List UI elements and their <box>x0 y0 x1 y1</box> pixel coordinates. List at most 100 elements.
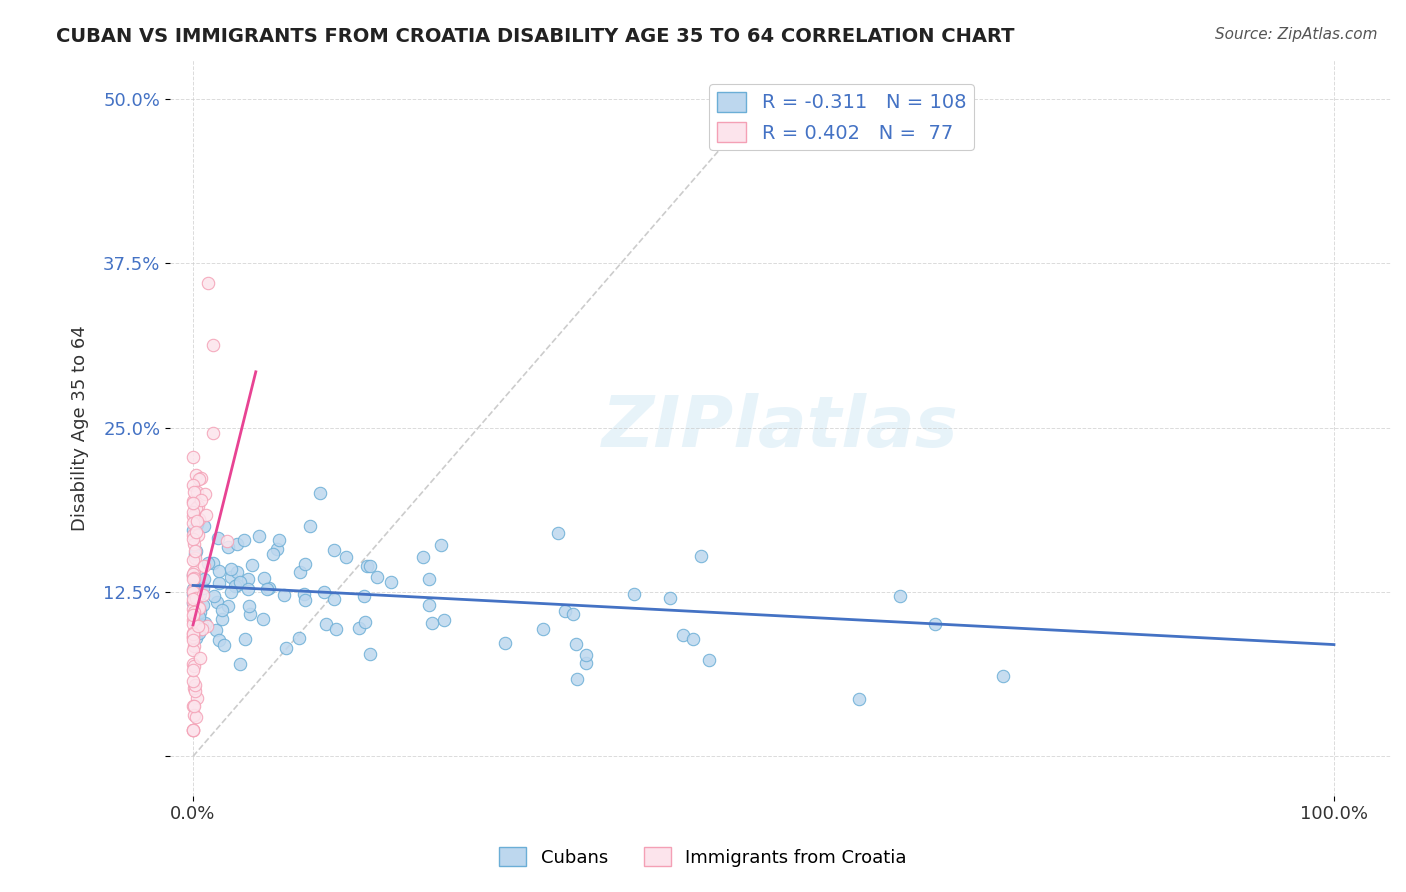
Point <box>181 528 204 542</box>
Point <box>294 558 316 572</box>
Point <box>217 599 239 613</box>
Point <box>239 607 262 621</box>
Point <box>325 623 347 637</box>
Point <box>181 630 204 644</box>
Point <box>183 484 205 499</box>
Point <box>354 615 377 630</box>
Point <box>183 537 205 551</box>
Point <box>191 598 214 612</box>
Point <box>353 589 375 603</box>
Point <box>201 425 224 440</box>
Point <box>184 591 207 605</box>
Point <box>252 611 274 625</box>
Point <box>184 544 207 558</box>
Point <box>181 663 204 677</box>
Point <box>181 496 204 510</box>
Point <box>187 618 209 632</box>
Point <box>183 587 205 601</box>
Point <box>269 533 291 548</box>
Point <box>184 501 207 516</box>
Point <box>494 635 516 649</box>
Point <box>256 582 278 597</box>
Point <box>181 625 204 640</box>
Point <box>253 571 276 585</box>
Point <box>186 485 208 500</box>
Point <box>202 557 225 571</box>
Point <box>193 559 215 574</box>
Point <box>575 648 598 663</box>
Legend: R = -0.311   N = 108, R = 0.402   N =  77: R = -0.311 N = 108, R = 0.402 N = 77 <box>709 84 974 151</box>
Point <box>433 613 456 627</box>
Point <box>211 603 233 617</box>
Point <box>183 572 205 586</box>
Point <box>682 632 704 646</box>
Point <box>889 589 911 603</box>
Point <box>228 574 250 589</box>
Point <box>219 570 242 584</box>
Point <box>181 582 204 596</box>
Point <box>236 572 259 586</box>
Point <box>204 624 226 638</box>
Point <box>181 477 204 491</box>
Point <box>181 582 204 597</box>
Point <box>193 616 215 631</box>
Point <box>299 518 322 533</box>
Y-axis label: Disability Age 35 to 64: Disability Age 35 to 64 <box>72 325 89 531</box>
Point <box>191 622 214 636</box>
Point <box>187 599 209 614</box>
Point <box>181 584 204 599</box>
Point <box>219 585 242 599</box>
Point <box>186 525 208 540</box>
Point <box>183 450 205 464</box>
Point <box>322 591 344 606</box>
Point <box>359 558 381 573</box>
Point <box>183 632 205 647</box>
Point <box>208 632 231 647</box>
Point <box>672 628 695 642</box>
Point <box>226 536 249 550</box>
Point <box>181 723 204 737</box>
Point <box>187 500 209 514</box>
Point <box>188 650 211 665</box>
Point <box>181 569 204 583</box>
Point <box>848 692 870 706</box>
Point <box>183 617 205 632</box>
Point <box>183 658 205 673</box>
Point <box>183 639 205 653</box>
Point <box>181 591 204 606</box>
Point <box>186 467 208 482</box>
Point <box>184 551 207 566</box>
Point <box>240 558 263 572</box>
Point <box>211 612 233 626</box>
Point <box>247 529 270 543</box>
Point <box>193 572 215 586</box>
Point <box>347 621 370 635</box>
Point <box>197 556 219 570</box>
Point <box>420 616 443 631</box>
Point <box>335 550 357 565</box>
Point <box>356 559 378 574</box>
Point <box>194 487 217 501</box>
Point <box>181 608 204 623</box>
Point <box>991 669 1014 683</box>
Point <box>188 601 211 615</box>
Point <box>181 643 204 657</box>
Point <box>188 610 211 624</box>
Point <box>183 630 205 644</box>
Point <box>183 699 205 714</box>
Point <box>359 647 381 661</box>
Point <box>212 638 235 652</box>
Point <box>224 579 246 593</box>
Point <box>308 486 330 500</box>
Point <box>181 516 204 530</box>
Point <box>186 517 208 532</box>
Point <box>181 627 204 641</box>
Point <box>219 562 242 576</box>
Point <box>228 657 250 672</box>
Point <box>202 589 225 603</box>
Point <box>184 547 207 561</box>
Point <box>690 549 713 563</box>
Point <box>207 531 229 545</box>
Point <box>418 572 440 586</box>
Point <box>184 544 207 558</box>
